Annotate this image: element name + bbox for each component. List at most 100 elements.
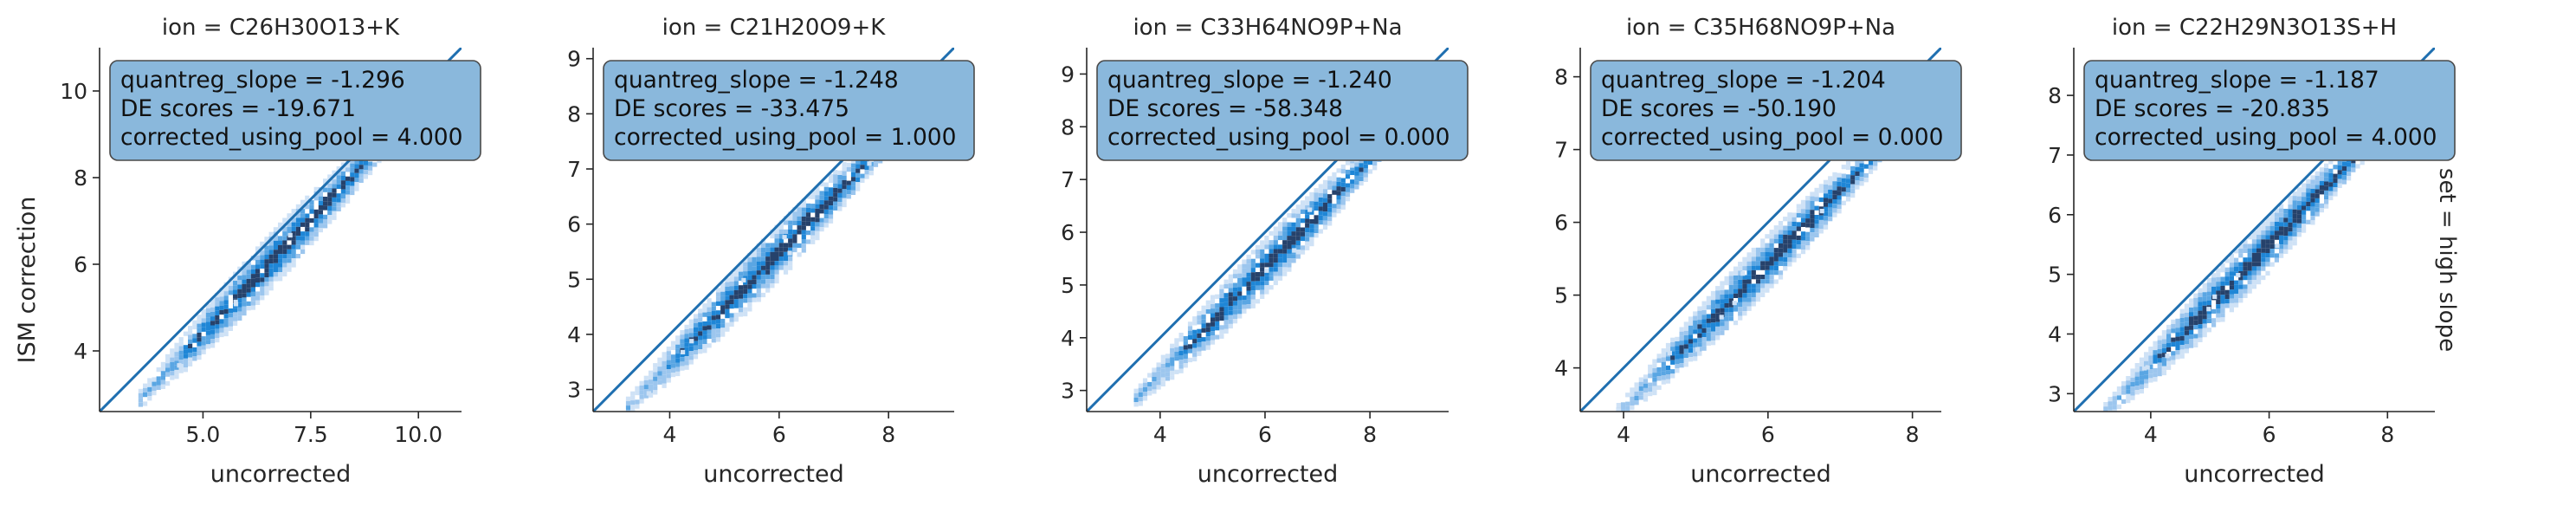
hexbin-cell	[1773, 270, 1779, 276]
hexbin-cell	[1282, 226, 1288, 231]
hexbin-cell	[205, 312, 210, 318]
hexbin-cell	[725, 300, 730, 305]
hexbin-cell	[774, 256, 779, 262]
hexbin-cell	[2189, 325, 2194, 330]
hexbin-cell	[215, 333, 220, 338]
hexbin-cell	[1630, 387, 1635, 392]
hexbin-cell	[2126, 380, 2131, 386]
hexbin-cell	[715, 296, 721, 302]
hexbin-cell	[1742, 311, 1747, 316]
hexbin-cell	[2198, 288, 2203, 293]
hexbin-cell	[2288, 236, 2293, 241]
hexbin-cell	[273, 263, 278, 268]
hexbin-cell	[2161, 366, 2166, 371]
hexbin-cell	[815, 213, 820, 218]
hexbin-cell	[2179, 335, 2185, 341]
hexbin-cell	[287, 222, 292, 227]
hexbin-cell	[846, 190, 851, 195]
hexbin-cell	[2251, 262, 2256, 267]
hexbin-cell	[2288, 244, 2293, 250]
hexbin-cell	[2261, 262, 2266, 267]
hexbin-cell	[223, 295, 229, 301]
hexbin-cell	[1733, 270, 1739, 276]
hexbin-cell	[1837, 199, 1842, 204]
hexbin-cell	[2265, 243, 2270, 249]
hexbin-cell	[233, 316, 238, 321]
hexbin-cell	[823, 186, 829, 191]
hexbin-cell	[680, 361, 685, 367]
hexbin-cell	[2337, 170, 2342, 175]
hexbin-cell	[2288, 240, 2293, 245]
hexbin-cell	[1219, 302, 1224, 308]
y-tick-label: 4	[2048, 321, 2062, 347]
hexbin-cell	[273, 276, 278, 282]
hexbin-cell	[1738, 262, 1743, 267]
hexbin-cell	[819, 209, 824, 214]
hexbin-cell	[684, 360, 689, 366]
hexbin-cell	[192, 324, 197, 330]
hexbin-cell	[2108, 405, 2113, 411]
hexbin-cells	[1133, 93, 1427, 407]
hexbin-cell	[2351, 163, 2356, 168]
hexbin-cell	[662, 352, 667, 357]
hexbin-cell	[327, 192, 332, 198]
hexbin-cell	[1291, 236, 1296, 241]
hexbin-cell	[2310, 206, 2315, 211]
hexbin-cell	[1810, 210, 1815, 215]
hexbin-cell	[1305, 223, 1310, 228]
hexbin-cell	[1837, 209, 1842, 214]
hexbin-cell	[2121, 386, 2127, 391]
hexbin-cell	[1250, 250, 1256, 255]
x-axis-label: uncorrected	[1690, 461, 1831, 488]
hexbin-cell	[1701, 315, 1707, 320]
hexbin-cell	[1291, 213, 1296, 218]
hexbin-cell	[792, 234, 797, 239]
hexbin-cell	[1850, 188, 1856, 193]
hexbin-cell	[228, 281, 233, 286]
hexbin-cell	[2315, 193, 2320, 198]
hexbin-cell	[1656, 354, 1662, 359]
hexbin-cell	[2256, 262, 2262, 267]
hexbin-cell	[788, 238, 793, 243]
hexbin-outlier	[177, 363, 182, 368]
hexbin-cell	[309, 204, 314, 210]
hexbin-cell	[1340, 182, 1346, 187]
hexbin-cell	[797, 211, 802, 217]
hexbin-cell	[228, 321, 233, 327]
hexbin-cell	[340, 193, 345, 198]
hexbin-cell	[1138, 397, 1143, 402]
hexbin-cell	[323, 187, 328, 192]
hexbin-cell	[2333, 178, 2338, 183]
hexbin-cell	[1837, 195, 1842, 200]
hexbin-cell	[2251, 248, 2256, 253]
hexbin-cell	[2148, 351, 2153, 356]
hexbin-cell	[1648, 369, 1653, 374]
hexbin-cell	[850, 163, 856, 168]
hexbin-cell	[639, 390, 644, 395]
hexbin-cell	[287, 236, 292, 241]
hexbin-cell	[1287, 244, 1292, 250]
hexbin-cell	[2198, 310, 2203, 315]
hexbin-cell	[2157, 344, 2162, 349]
hexbin-cell	[1643, 383, 1649, 388]
hexbin-cell	[223, 291, 229, 296]
hexbin-cell	[707, 307, 712, 312]
hexbin-cell	[842, 193, 847, 198]
hexbin-cell	[792, 220, 797, 225]
hexbin-cell	[2116, 386, 2121, 392]
hexbin-cell	[833, 201, 838, 206]
hexbin-cell	[855, 182, 861, 187]
hexbin-cell	[1715, 308, 1721, 314]
hexbin-cell	[2206, 287, 2211, 292]
hexbin-cell	[2261, 248, 2266, 253]
hexbin-cell	[2179, 313, 2185, 318]
hexbin-cell	[2265, 262, 2270, 267]
hexbin-cell	[662, 365, 667, 371]
hexbin-cell	[1165, 376, 1171, 381]
hexbin-cell	[197, 315, 202, 320]
hexbin-cell	[2206, 318, 2211, 323]
hexbin-cell	[1648, 386, 1653, 392]
hexbin-cell	[733, 285, 739, 290]
hexbin-cell	[1354, 185, 1359, 190]
